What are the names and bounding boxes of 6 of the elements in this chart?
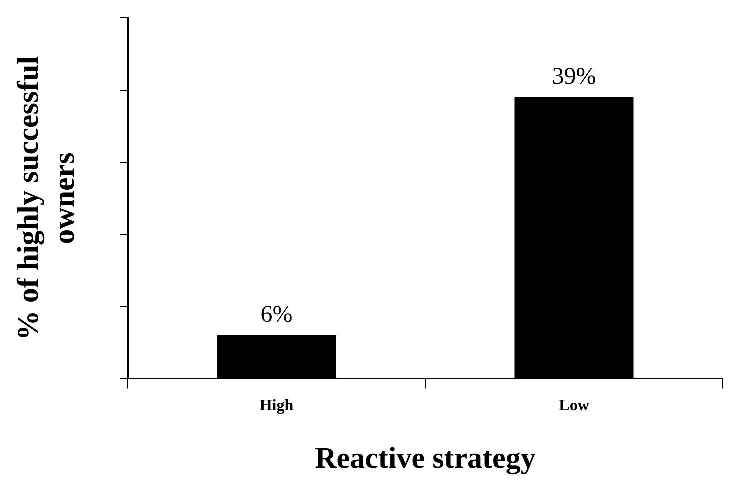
data-label: 6% xyxy=(260,302,293,328)
x-tick-label: High xyxy=(260,398,294,415)
data-label: 39% xyxy=(552,64,596,90)
x-tick-label: Low xyxy=(559,398,590,415)
y-axis-title: % of highly successful owners xyxy=(12,56,81,341)
x-axis-title: Reactive strategy xyxy=(315,442,536,475)
